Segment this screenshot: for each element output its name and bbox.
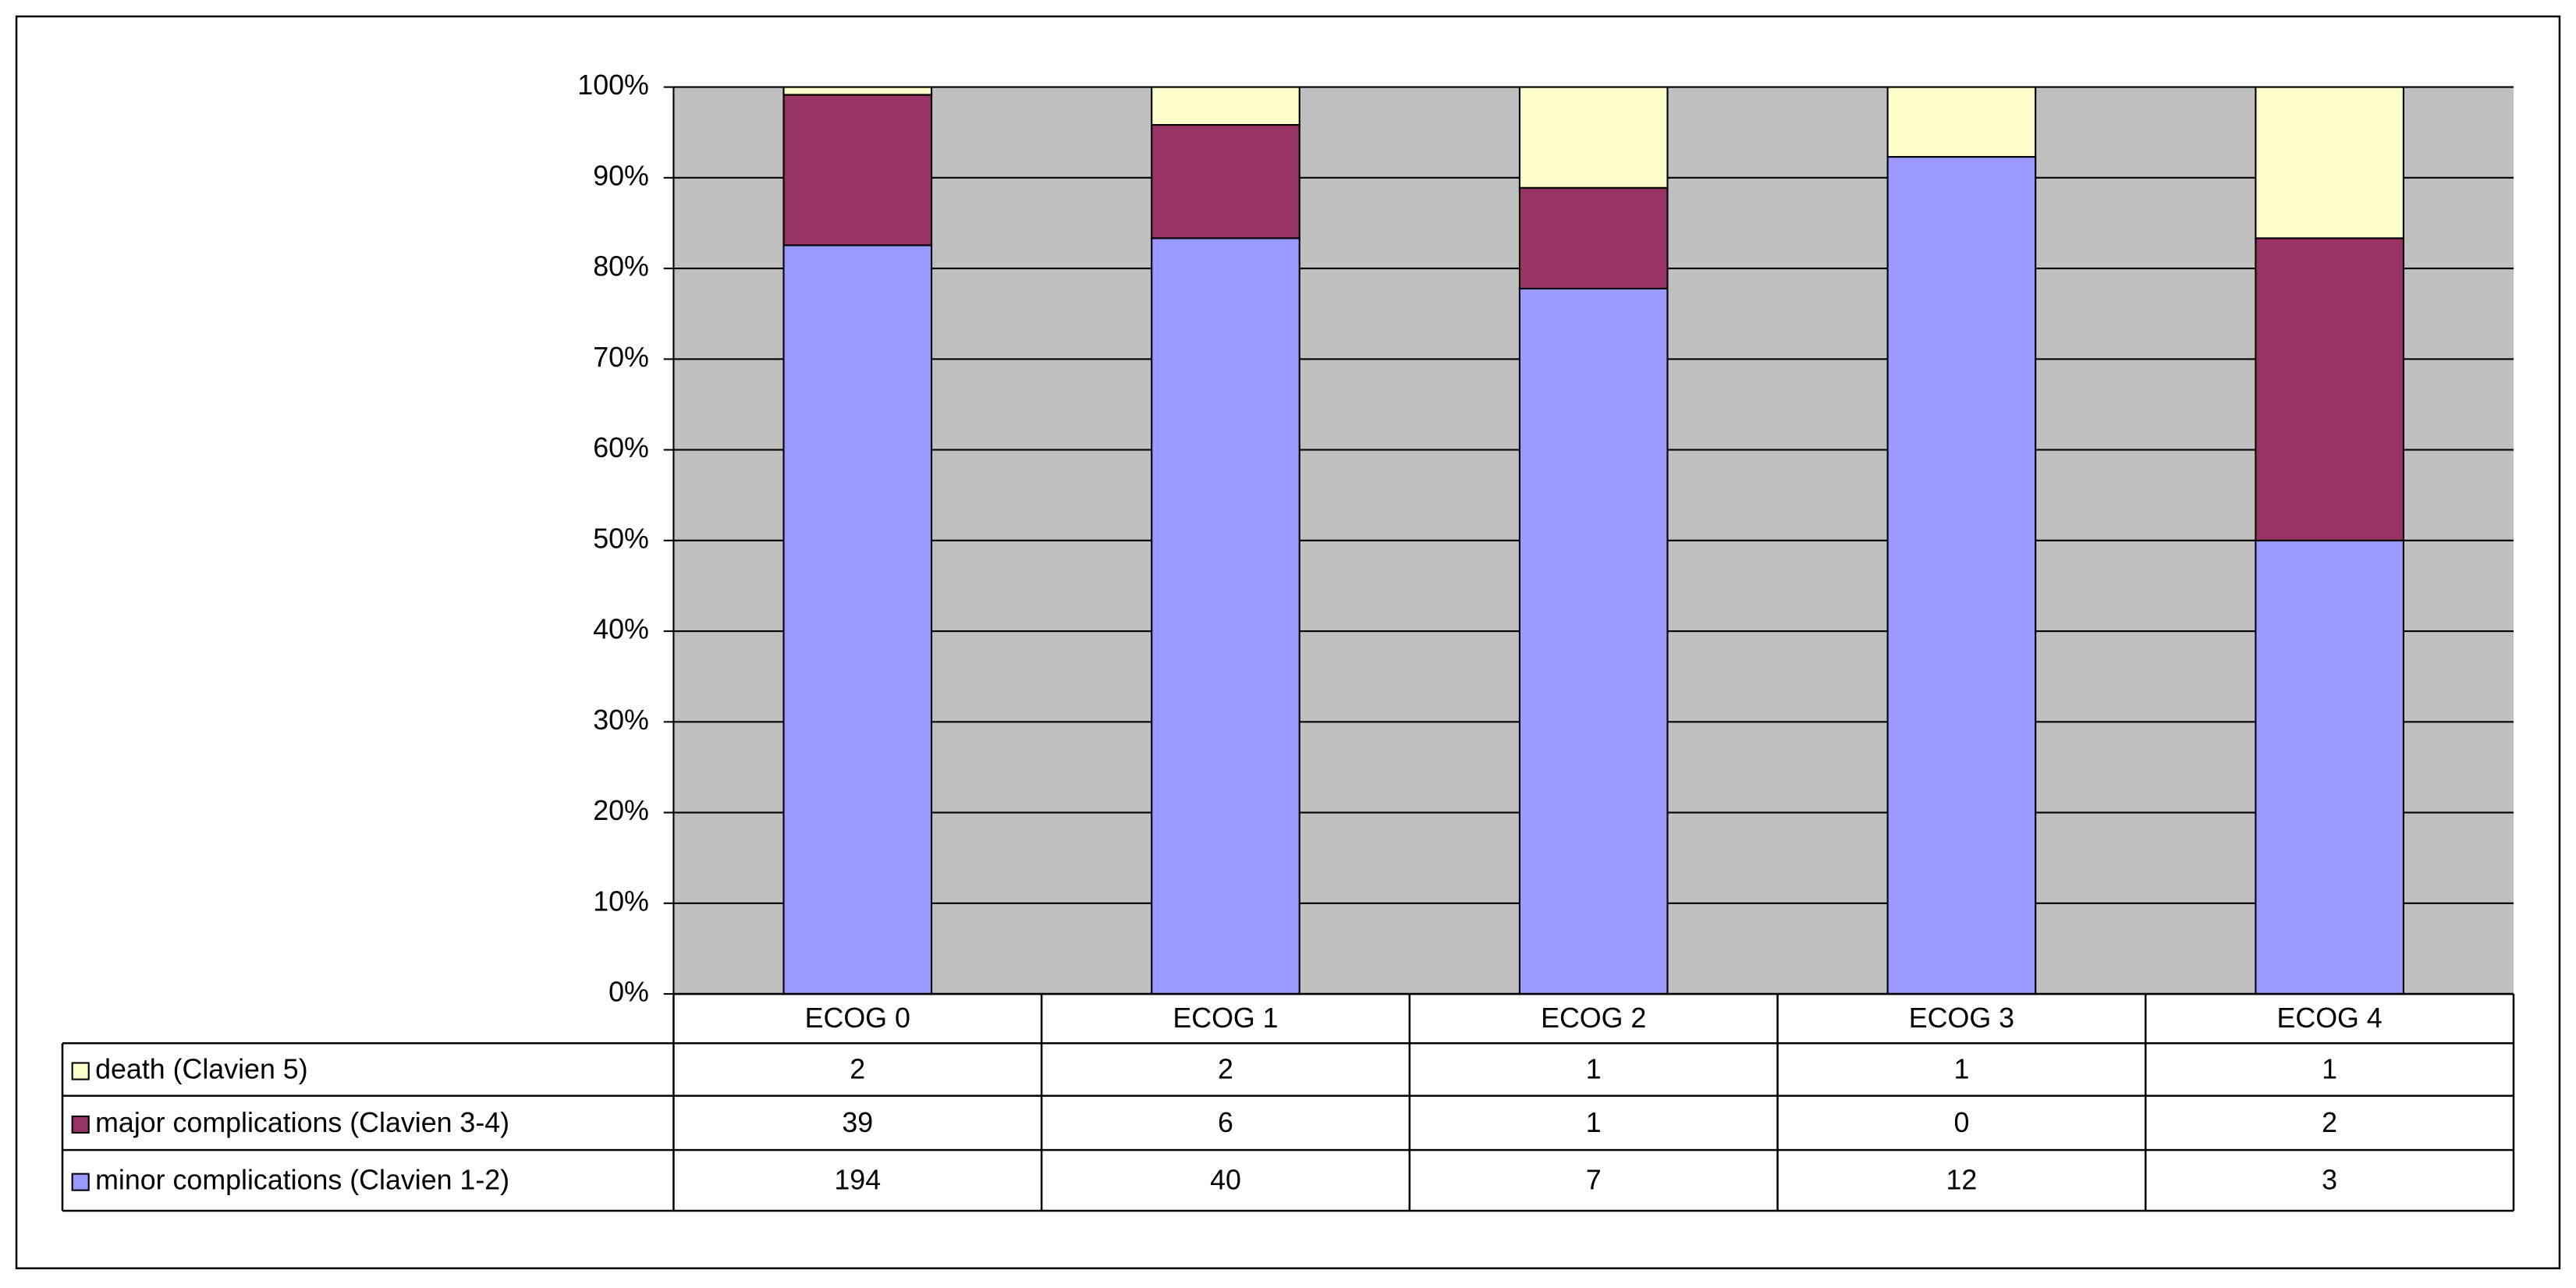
table-value: 39: [842, 1107, 873, 1138]
y-tick-label: 100%: [577, 69, 649, 101]
table-value: 2: [1218, 1053, 1233, 1084]
table-value: 1: [1586, 1107, 1602, 1138]
y-tick-label: 30%: [593, 704, 649, 736]
y-tick-label: 80%: [593, 251, 649, 282]
table-value: 2: [850, 1053, 865, 1084]
y-tick-label: 90%: [593, 160, 649, 191]
bar-segment: [782, 86, 933, 96]
bar-segment: [782, 244, 933, 995]
y-tick-label: 10%: [593, 885, 649, 917]
y-tick-label: 40%: [593, 614, 649, 645]
bar-segment: [2255, 237, 2404, 541]
table-value: 194: [834, 1165, 881, 1196]
table-value: 1: [2322, 1053, 2337, 1084]
table-value: 12: [1946, 1165, 1977, 1196]
table-value: 1: [1953, 1053, 1969, 1084]
x-tick-label: ECOG 4: [2277, 1002, 2383, 1034]
y-tick-label: 60%: [593, 432, 649, 463]
table-value: 1: [1586, 1053, 1602, 1084]
table-value: 2: [2322, 1107, 2337, 1138]
legend-key: [71, 1173, 90, 1191]
bar-segment: [1151, 86, 1300, 126]
bar-segment: [1886, 155, 2037, 995]
bar-segment: [1518, 86, 1669, 189]
legend-key: [71, 1115, 90, 1134]
bar-segment: [2255, 86, 2404, 240]
x-tick-label: ECOG 2: [1541, 1002, 1646, 1034]
legend-label: minor complications (Clavien 1-2): [95, 1165, 509, 1196]
y-tick-label: 50%: [593, 523, 649, 554]
bar-segment: [1886, 86, 2037, 158]
x-tick-label: ECOG 0: [805, 1002, 910, 1034]
table-value: 7: [1586, 1165, 1602, 1196]
bar-segment: [1151, 123, 1300, 240]
y-tick-label: 70%: [593, 342, 649, 373]
bar-segment: [1518, 186, 1669, 289]
bar-segment: [2255, 539, 2404, 995]
legend-label: major complications (Clavien 3-4): [95, 1107, 509, 1138]
x-tick-label: ECOG 1: [1173, 1002, 1278, 1034]
table-value: 0: [1953, 1107, 1969, 1138]
legend-key: [71, 1062, 90, 1080]
y-tick-label: 20%: [593, 795, 649, 826]
x-tick-label: ECOG 3: [1909, 1002, 2014, 1034]
table-value: 40: [1210, 1165, 1241, 1196]
legend-label: death (Clavien 5): [95, 1053, 307, 1084]
table-value: 6: [1218, 1107, 1233, 1138]
table-value: 3: [2322, 1165, 2337, 1196]
bar-segment: [782, 94, 933, 247]
bar-segment: [1151, 237, 1300, 995]
bar-segment: [1518, 287, 1669, 995]
y-tick-label: 0%: [609, 977, 649, 1008]
